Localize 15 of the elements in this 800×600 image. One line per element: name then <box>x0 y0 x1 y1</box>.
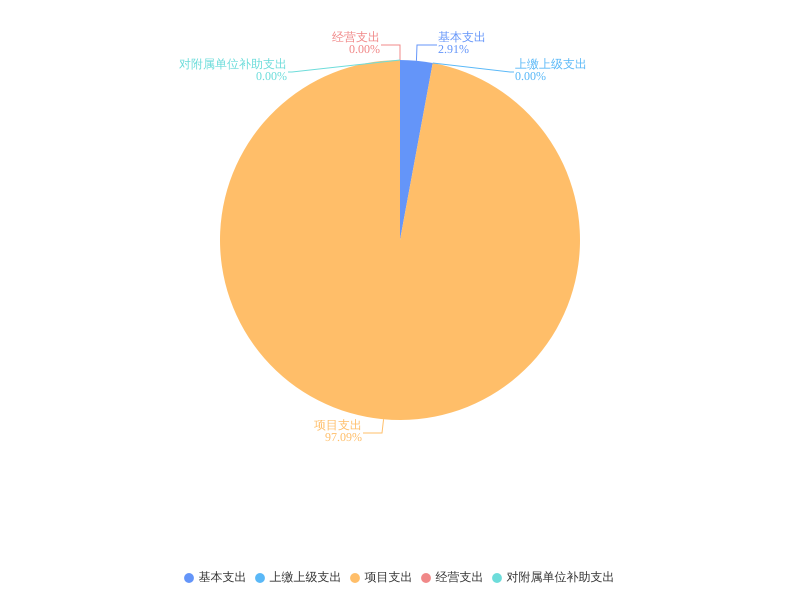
legend-label: 上缴上级支出 <box>270 570 342 584</box>
legend-label: 经营支出 <box>436 570 484 584</box>
data-label: 97.09% <box>325 430 362 444</box>
text: 0.00% <box>349 42 380 56</box>
text: 0.00% <box>515 69 546 84</box>
category-label: 上缴上级支出 <box>515 57 587 72</box>
slice-label: 项目支出 <box>314 418 362 432</box>
category-label: 对附属单位补助支出 <box>179 57 287 72</box>
legend-label: 基本支出 <box>198 570 246 584</box>
slice-label: 基本支出 <box>438 30 486 44</box>
legend-label: 项目支出 <box>364 570 412 584</box>
legend-label: 对附属单位补助支出 <box>506 570 614 584</box>
text: 0.00% <box>256 69 287 84</box>
category-label: 经营支出 <box>332 30 380 44</box>
data-label: 2.91% <box>438 42 469 56</box>
